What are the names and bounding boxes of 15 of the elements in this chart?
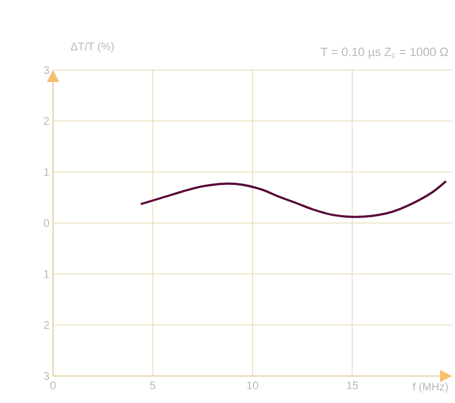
x-tick-label: 15 bbox=[346, 382, 358, 390]
y-tick-label: 1 bbox=[44, 270, 49, 278]
x-tick-label: 10 bbox=[247, 382, 258, 390]
y-tick-label: 2 bbox=[44, 117, 49, 125]
y-tick-label: 3 bbox=[44, 372, 49, 380]
y-tick-label: 1 bbox=[44, 168, 49, 176]
x-axis-title: f (MHz) bbox=[412, 382, 448, 393]
y-tick-label: 3 bbox=[44, 66, 49, 74]
y-tick-label: 2 bbox=[44, 321, 49, 329]
x-tick-label: 0 bbox=[50, 382, 56, 390]
line-series bbox=[140, 180, 448, 218]
y-axis-title: ΔT/T (%) bbox=[70, 42, 114, 52]
chart-subtitle: T = 0.10 µs Z$_{c}$ = 1000 Ω bbox=[320, 48, 448, 58]
y-tick-label: 0 bbox=[44, 219, 50, 227]
x-tick-label: 5 bbox=[150, 382, 156, 390]
